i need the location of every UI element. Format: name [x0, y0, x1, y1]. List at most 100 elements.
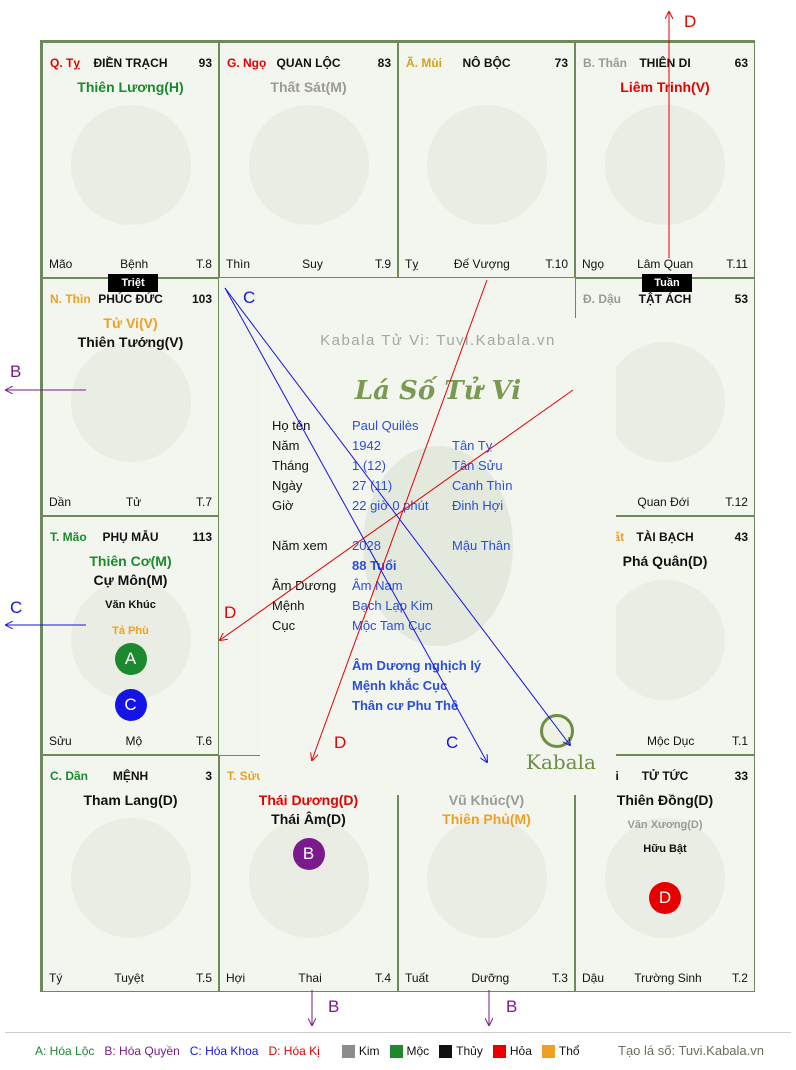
- info-note: Âm Dương nghịch lý: [352, 658, 482, 673]
- palace-bottom-center: Tử: [125, 495, 142, 509]
- star-label: Phá Quân(D): [622, 553, 708, 569]
- star-label: Liêm Trinh(V): [620, 79, 710, 95]
- tuan-tag: Tuần: [642, 274, 692, 292]
- center-info-panel: Kabala Tử Vi: Tuvi.Kabala.vn Lá Số Tử Vi…: [260, 318, 616, 795]
- info-label: Tháng: [272, 458, 309, 473]
- palace-branch: Q. Tỵ: [50, 56, 81, 70]
- palace-name: MỆNH: [112, 769, 149, 783]
- transform-arrow: [224, 287, 487, 762]
- hoa-marker-c: C: [114, 689, 147, 721]
- palace-bottom-left: Ngọ: [582, 257, 605, 271]
- palace-cell: N. Thìn PHÚC ĐỨC 103 Tử Vi(V) Thiên Tướng(V)…: [42, 278, 219, 516]
- goat-icon: [426, 104, 547, 225]
- arrow-label: C: [446, 733, 459, 752]
- arrow-label: B: [10, 362, 22, 381]
- kim-swatch: [341, 1044, 355, 1058]
- palace-branch: B. Thân: [583, 56, 627, 70]
- info-can-chi: Đinh Hợi: [452, 498, 504, 513]
- palace-bottom-center: Mộc Dục: [647, 734, 695, 748]
- star-label: Cự Môn(M): [93, 572, 168, 588]
- transform-arrow: [312, 279, 488, 760]
- credit-link[interactable]: Tạo lá số: Tuvi.Kabala.vn: [618, 1043, 764, 1058]
- star-label: Tử Vi(V): [103, 315, 158, 331]
- palace-name: THIÊN DI: [639, 56, 691, 70]
- legend-kim: Kim: [358, 1044, 380, 1058]
- dragon-icon: [70, 341, 191, 462]
- rooster-icon: [605, 341, 725, 462]
- star-label: Thiên Cơ(M): [89, 553, 172, 569]
- arrow-label: D: [224, 603, 237, 622]
- palace-bottom-left: Tỵ: [405, 257, 419, 271]
- legend-hoa-ki: D: Hóa Kị: [268, 1044, 320, 1058]
- palace-branch: C. Dần: [50, 769, 89, 783]
- palace-bottom-center: Dưỡng: [471, 971, 510, 985]
- palace-bottom-right: T.3: [551, 971, 568, 985]
- palace-bottom-center: Mộ: [125, 734, 143, 748]
- info-value: Mộc Tam Cục: [352, 618, 432, 633]
- hoa-marker-a: A: [114, 643, 147, 675]
- palace-number: 33: [734, 769, 748, 783]
- pig-icon: [605, 818, 725, 939]
- info-value: Bạch Lạp Kim: [352, 598, 433, 613]
- horse-icon: [248, 104, 369, 225]
- palace-bottom-right: T.6: [195, 734, 212, 748]
- palace-number: 43: [734, 530, 748, 544]
- arrow-label: C: [10, 598, 23, 617]
- palace-bottom-right: T.2: [731, 971, 748, 985]
- palace-number: 73: [554, 56, 568, 70]
- palace-bottom-left: Hợi: [226, 971, 246, 985]
- palace-bottom-right: T.5: [195, 971, 212, 985]
- triet-tag: Triệt: [108, 274, 158, 292]
- palace-name: TỬ TỨC: [641, 769, 689, 783]
- snake-icon: [70, 104, 191, 225]
- palace-branch: T. Mão: [50, 530, 87, 544]
- cat-icon: [70, 580, 191, 701]
- palace-number: 83: [377, 56, 391, 70]
- rat-icon: [426, 818, 547, 939]
- palace-bottom-center: Tuyệt: [114, 971, 144, 985]
- info-value: Âm Nam: [352, 578, 403, 593]
- info-value: 22 giờ 0 phút: [352, 498, 429, 513]
- footer-divider: [5, 1032, 791, 1033]
- palace-branch: T. Sửu: [227, 769, 264, 783]
- tu-vi-chart: Q. Tỵ ĐIỀN TRẠCH 93 Thiên Lương(H) Mão Bệnh…: [40, 40, 755, 992]
- palace-bottom-center: Suy: [302, 257, 323, 271]
- arrow-label: C: [243, 288, 256, 307]
- palace-bottom-right: T.11: [726, 257, 748, 271]
- hoa-swatch: [492, 1044, 506, 1058]
- palace-bottom-right: T.12: [725, 495, 748, 509]
- legend-tho: Thổ: [558, 1044, 580, 1058]
- palace-bottom-right: T.10: [545, 257, 568, 271]
- star-label: Thất Sát(M): [270, 79, 347, 95]
- arrow-label: D: [334, 733, 347, 752]
- info-can-chi: Mậu Thân: [452, 538, 511, 553]
- palace-cell: Q. Tỵ ĐIỀN TRẠCH 93 Thiên Lương(H) Mão Bệnh…: [42, 42, 219, 278]
- palace-bottom-left: Thìn: [226, 257, 251, 271]
- palace-bottom-left: Tý: [49, 971, 63, 985]
- palace-branch: Đ. Dậu: [583, 292, 622, 306]
- palace-bottom-center: Bệnh: [120, 257, 149, 271]
- tho-swatch: [541, 1044, 555, 1058]
- star-label: Thái Dương(D): [258, 792, 359, 808]
- arrow-label: D: [684, 12, 697, 31]
- chart-logo-title: Lá Số Tử Vi: [354, 376, 522, 406]
- legend-moc: Mộc: [406, 1044, 430, 1058]
- palace-bottom-left: Mão: [49, 257, 73, 271]
- hoa-marker-d: D: [649, 882, 681, 914]
- palace-cell: C. Dần MỆNH 3 Tham Lang(D) Tý Tuyệt T.5: [42, 755, 219, 992]
- star-label: Văn Xương(D): [627, 819, 703, 831]
- star-label: Vũ Khúc(V): [448, 792, 525, 808]
- palace-number: 113: [192, 530, 212, 544]
- palace-cell: G. Ngọ QUAN LỘC 83 Thất Sát(M) Thìn Suy T.9: [219, 42, 398, 278]
- info-label: Năm: [272, 438, 300, 453]
- palace-branch: G. Ngọ: [227, 56, 267, 70]
- legend-hoa-quyen: B: Hóa Quyền: [104, 1044, 180, 1058]
- info-value: 27 (11): [352, 478, 393, 493]
- info-can-chi: Tân Tỵ: [452, 438, 493, 453]
- legend-hoa-khoa: C: Hóa Khoa: [189, 1044, 259, 1058]
- palace-cell: T. Mão PHỤ MẪU 113 Thiên Cơ(M) Cự Môn(M) Văn …: [42, 516, 219, 755]
- palace-name: NÔ BỘC: [462, 56, 511, 70]
- info-label: Năm xem: [272, 538, 328, 553]
- palace-bottom-right: T.9: [374, 257, 391, 271]
